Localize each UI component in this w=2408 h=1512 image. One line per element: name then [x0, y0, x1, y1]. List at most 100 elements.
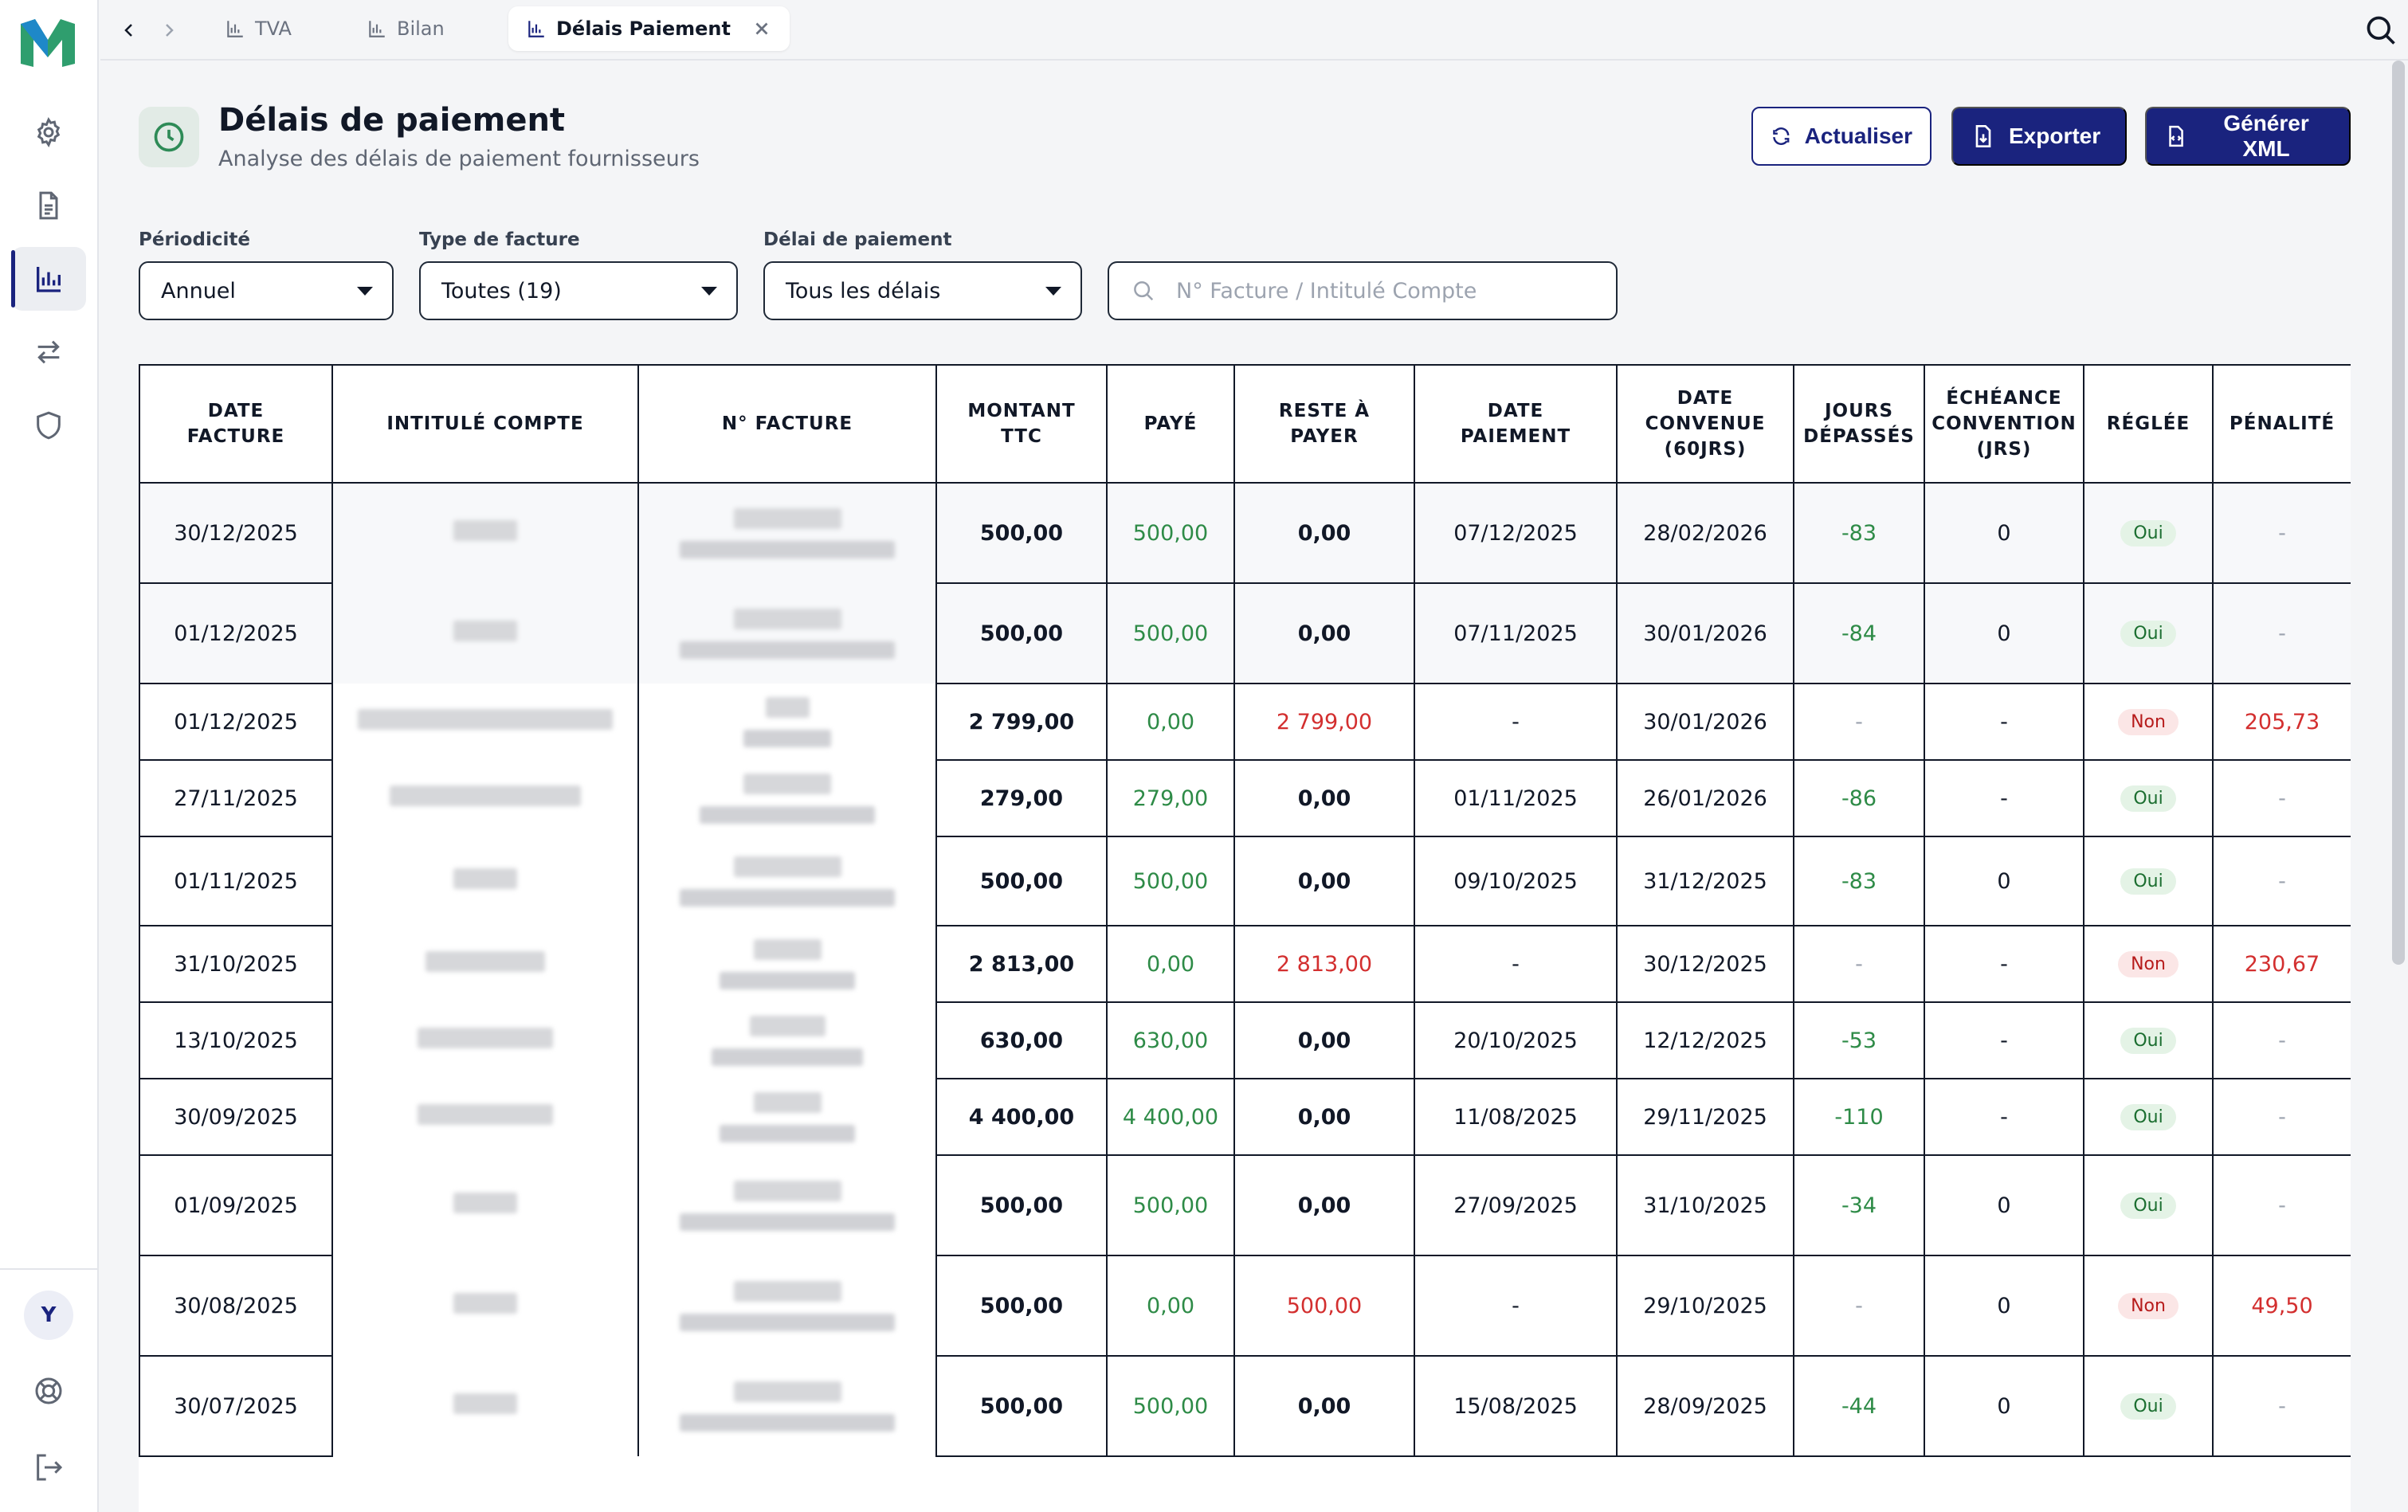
- table-row[interactable]: 01/12/2025 500,00 500,00 0,00 07/11/2025 30/0…: [139, 582, 2351, 684]
- search-icon[interactable]: [2363, 13, 2398, 48]
- table-row[interactable]: 27/11/2025 279,00 279,00 0,00 01/11/2025 26/0…: [139, 759, 2351, 837]
- cell-paye: 500,00: [1106, 1355, 1235, 1457]
- table-row[interactable]: 30/12/2025 500,00 500,00 0,00 07/12/2025 28/0…: [139, 482, 2351, 584]
- cell-date-paiement: 07/11/2025: [1414, 582, 1618, 684]
- sidebar-item-security[interactable]: [11, 394, 86, 457]
- cell-numero-facture-redacted: [637, 1002, 937, 1079]
- table-row[interactable]: 13/10/2025 630,00 630,00 0,00 20/10/2025 12/1…: [139, 1001, 2351, 1079]
- col-reglee-header[interactable]: Réglée: [2083, 364, 2214, 484]
- redacted-text: [418, 1027, 553, 1048]
- col-montant-ttc-header[interactable]: Montant TTC: [935, 364, 1108, 484]
- tab-delais-paiement[interactable]: Délais Paiement: [508, 6, 790, 51]
- table-row[interactable]: 01/11/2025 500,00 500,00 0,00 09/10/2025 31/1…: [139, 836, 2351, 926]
- tab-label: Délais Paiement: [556, 18, 731, 40]
- redacted-text: [453, 620, 517, 641]
- back-button[interactable]: [113, 14, 145, 46]
- redacted-text: [390, 785, 581, 806]
- table-row[interactable]: 01/09/2025 500,00 500,00 0,00 27/09/2025 31/1…: [139, 1154, 2351, 1256]
- generate-xml-button[interactable]: Générer XML: [2145, 107, 2351, 166]
- col-numero-facture-header[interactable]: N° facture: [637, 364, 937, 484]
- refresh-button[interactable]: Actualiser: [1751, 107, 1931, 166]
- cell-date-convenue: 30/01/2026: [1616, 582, 1794, 684]
- cell-jours-depasses: -84: [1793, 582, 1925, 684]
- cell-penalite: 205,73: [2212, 683, 2351, 761]
- scrollbar[interactable]: [2392, 61, 2405, 965]
- cell-reste-a-payer: 2 813,00: [1233, 925, 1415, 1003]
- status-badge: Non: [2118, 709, 2179, 735]
- col-intitule-compte-header[interactable]: Intitulé compte: [331, 364, 639, 484]
- cell-montant-ttc: 500,00: [935, 482, 1108, 584]
- cell-reglee: Oui: [2083, 1355, 2214, 1457]
- search-field[interactable]: [1108, 261, 1618, 320]
- cell-date-facture: 31/10/2025: [139, 925, 333, 1003]
- cell-penalite: -: [2212, 1154, 2351, 1256]
- col-date-convenue-header[interactable]: Date convenue (60jrs): [1616, 364, 1794, 484]
- col-date-facture-header[interactable]: Date facture: [139, 364, 333, 484]
- redacted-text: [720, 1124, 855, 1142]
- payment-delay-value: Tous les délais: [786, 278, 941, 304]
- cell-echeance-convention: 0: [1924, 1154, 2084, 1256]
- avatar[interactable]: Y: [24, 1291, 73, 1340]
- cell-montant-ttc: 500,00: [935, 582, 1108, 684]
- col-echeance-convention-header[interactable]: Échéance convention (jrs): [1924, 364, 2084, 484]
- cell-date-facture: 30/07/2025: [139, 1355, 333, 1457]
- cell-reglee: Oui: [2083, 759, 2214, 837]
- cell-date-paiement: 27/09/2025: [1414, 1154, 1618, 1256]
- cell-jours-depasses: -83: [1793, 482, 1925, 584]
- cell-date-paiement: 07/12/2025: [1414, 482, 1618, 584]
- forward-button[interactable]: [153, 14, 185, 46]
- status-badge: Oui: [2120, 1028, 2176, 1054]
- cell-montant-ttc: 500,00: [935, 836, 1108, 926]
- cell-paye: 279,00: [1106, 759, 1235, 837]
- close-icon[interactable]: [751, 18, 772, 39]
- table-row[interactable]: 31/10/2025 2 813,00 0,00 2 813,00-30/12/202…: [139, 925, 2351, 1003]
- cell-echeance-convention: -: [1924, 1001, 2084, 1079]
- chevron-right-icon: [166, 24, 174, 37]
- cell-intitule-compte-redacted: [331, 684, 639, 760]
- sidebar-item-transfers[interactable]: [11, 320, 86, 384]
- cell-reste-a-payer: 0,00: [1233, 836, 1415, 926]
- table-row[interactable]: 01/12/2025 2 799,00 0,00 2 799,00-30/01/202…: [139, 683, 2351, 761]
- table-row[interactable]: 30/09/2025 4 400,00 4 400,00 0,00 11/08/2025…: [139, 1078, 2351, 1156]
- cell-jours-depasses: -83: [1793, 836, 1925, 926]
- export-button[interactable]: Exporter: [1951, 107, 2127, 166]
- sidebar-item-settings[interactable]: [11, 100, 86, 164]
- cell-jours-depasses: -: [1793, 683, 1925, 761]
- cell-echeance-convention: -: [1924, 683, 2084, 761]
- payment-delay-select[interactable]: Tous les délais: [763, 261, 1082, 320]
- col-penalite-header[interactable]: Pénalité: [2212, 364, 2351, 484]
- search-input[interactable]: [1176, 278, 1590, 304]
- col-reste-a-payer-header[interactable]: Reste à payer: [1233, 364, 1415, 484]
- col-paye-header[interactable]: Payé: [1106, 364, 1235, 484]
- chart-icon: [528, 21, 544, 37]
- redacted-text: [743, 773, 831, 794]
- app-logo-icon[interactable]: [18, 16, 78, 70]
- sidebar-item-help[interactable]: [11, 1359, 86, 1423]
- cell-date-paiement: 09/10/2025: [1414, 836, 1618, 926]
- tab-bilan[interactable]: Bilan: [349, 6, 462, 51]
- cell-date-facture: 30/08/2025: [139, 1255, 333, 1357]
- refresh-label: Actualiser: [1804, 123, 1912, 148]
- cell-date-paiement: 01/11/2025: [1414, 759, 1618, 837]
- table-row[interactable]: 30/08/2025 500,00 0,00 500,00-29/10/2025-0 N…: [139, 1255, 2351, 1357]
- cell-intitule-compte-redacted: [331, 836, 639, 926]
- sidebar-item-logout[interactable]: [11, 1436, 86, 1499]
- cell-numero-facture-redacted: [637, 926, 937, 1002]
- cell-penalite: -: [2212, 1355, 2351, 1457]
- sidebar-item-documents[interactable]: [11, 174, 86, 237]
- periodicity-select[interactable]: Annuel: [139, 261, 394, 320]
- file-export-icon: [1975, 125, 1991, 147]
- cell-reglee: Oui: [2083, 1078, 2214, 1156]
- redacted-text: [753, 938, 822, 960]
- chevron-left-icon: [124, 24, 132, 37]
- cell-paye: 500,00: [1106, 1154, 1235, 1256]
- table-row[interactable]: 30/07/2025 500,00 500,00 0,00 15/08/2025 28/0…: [139, 1355, 2351, 1457]
- invoice-type-select[interactable]: Toutes (19): [419, 261, 738, 320]
- sidebar-item-reports[interactable]: [11, 247, 86, 311]
- status-badge: Oui: [2120, 520, 2176, 546]
- page-subtitle: Analyse des délais de paiement fournisse…: [218, 147, 700, 171]
- cell-reglee: Non: [2083, 683, 2214, 761]
- col-jours-depasses-header[interactable]: Jours dépassés: [1793, 364, 1925, 484]
- tab-tva[interactable]: TVA: [207, 6, 309, 51]
- col-date-paiement-header[interactable]: Date paiement: [1414, 364, 1618, 484]
